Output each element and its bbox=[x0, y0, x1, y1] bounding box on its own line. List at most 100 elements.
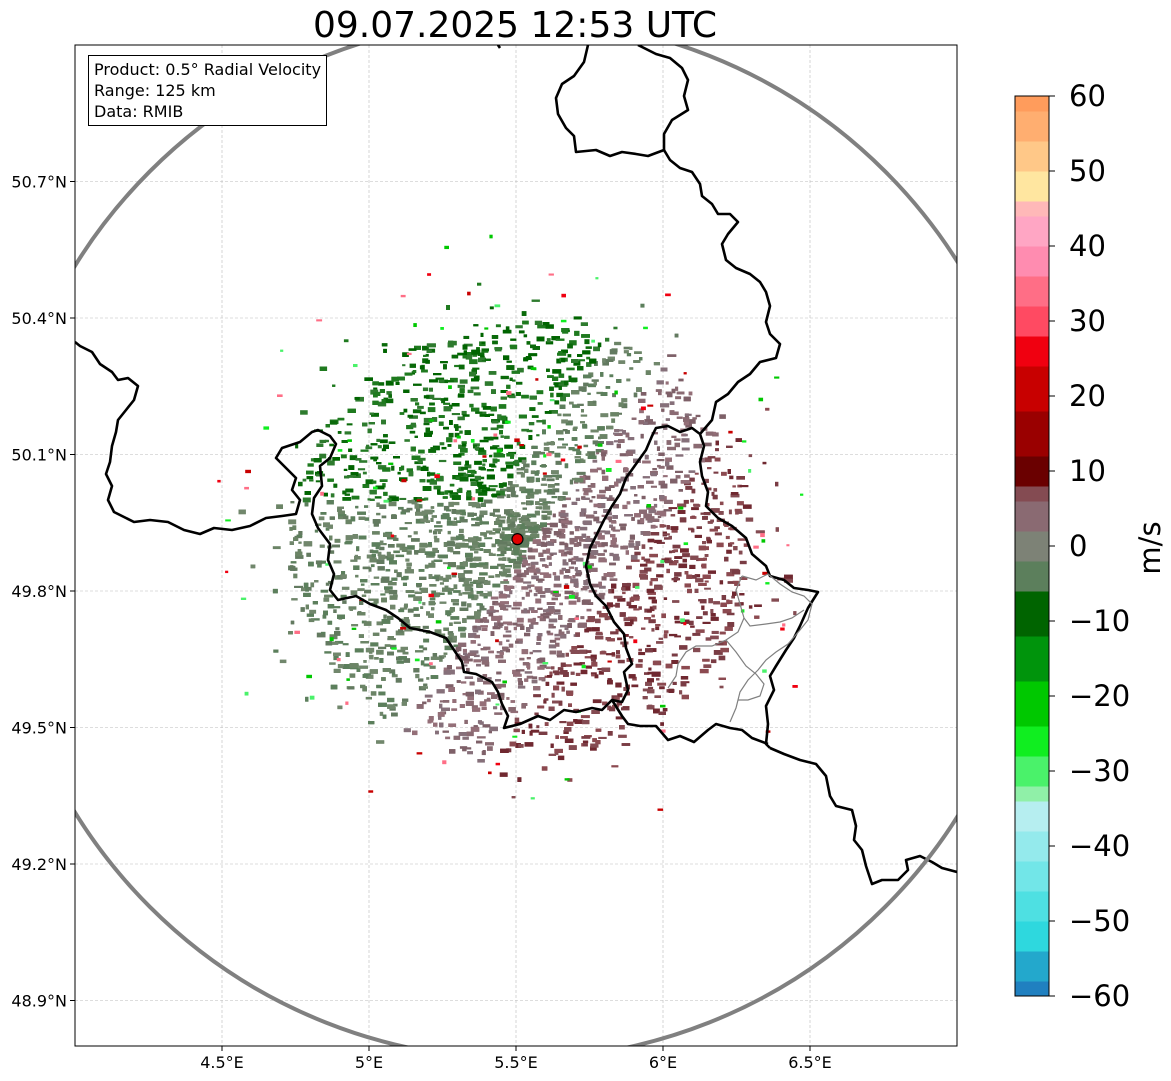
echo-pixel bbox=[509, 590, 513, 595]
echo-pixel bbox=[506, 365, 515, 370]
echo-pixel bbox=[512, 379, 516, 382]
echo-pixel bbox=[458, 393, 465, 397]
echo-pixel bbox=[355, 505, 359, 509]
echo-pixel bbox=[539, 558, 546, 562]
echo-pixel bbox=[439, 703, 443, 709]
echo-pixel bbox=[276, 504, 283, 509]
echo-pixel bbox=[517, 513, 521, 518]
echo-pixel bbox=[498, 523, 503, 528]
echo-pixel bbox=[481, 660, 489, 665]
echo-pixel bbox=[537, 666, 545, 670]
echo-pixel bbox=[479, 449, 485, 452]
echo-pixel bbox=[404, 627, 413, 632]
echo-pixel bbox=[422, 358, 429, 364]
echo-pixel bbox=[528, 566, 534, 571]
echo-pixel bbox=[663, 633, 668, 639]
echo-pixel bbox=[548, 623, 554, 629]
echo-pixel bbox=[452, 521, 458, 526]
echo-pixel bbox=[615, 628, 622, 632]
echo-pixel bbox=[742, 504, 752, 509]
echo-pixel bbox=[739, 485, 749, 488]
echo-pixel bbox=[434, 529, 443, 532]
echo-pixel bbox=[446, 305, 450, 310]
echo-pixel bbox=[488, 485, 498, 488]
echo-pixel bbox=[609, 575, 614, 578]
echo-pixel bbox=[639, 357, 643, 361]
echo-pixel bbox=[410, 422, 416, 427]
echo-pixel bbox=[532, 676, 538, 679]
echo-pixel bbox=[428, 448, 437, 453]
echo-pixel bbox=[505, 648, 510, 653]
echo-pixel bbox=[726, 572, 735, 577]
echo-pixel bbox=[458, 444, 466, 449]
echo-pixel bbox=[566, 721, 574, 726]
echo-pixel bbox=[409, 363, 416, 368]
echo-pixel bbox=[343, 664, 351, 669]
echo-pixel bbox=[528, 607, 535, 611]
echo-pixel bbox=[554, 633, 564, 637]
echo-pixel bbox=[540, 542, 548, 547]
echo-pixel bbox=[369, 498, 375, 501]
echo-pixel bbox=[413, 531, 418, 535]
echo-pixel bbox=[589, 499, 593, 503]
echo-pixel bbox=[560, 736, 568, 739]
echo-pixel bbox=[300, 607, 305, 612]
echo-pixel bbox=[516, 617, 524, 623]
echo-pixel bbox=[647, 538, 655, 543]
echo-pixel bbox=[586, 627, 592, 632]
echo-pixel bbox=[517, 777, 522, 782]
echo-pixel bbox=[736, 510, 743, 514]
echo-pixel bbox=[521, 703, 526, 709]
echo-pixel bbox=[447, 547, 453, 552]
echo-pixel bbox=[653, 503, 658, 508]
echo-pixel bbox=[512, 512, 520, 516]
echo-pixel bbox=[729, 542, 735, 545]
echo-pixel bbox=[450, 536, 459, 541]
echo-pixel bbox=[395, 677, 402, 683]
echo-pixel bbox=[648, 596, 656, 600]
echo-pixel bbox=[531, 460, 537, 466]
echo-pixel bbox=[681, 694, 689, 700]
echo-pixel bbox=[470, 386, 480, 390]
echo-pixel bbox=[724, 626, 733, 631]
echo-pixel bbox=[614, 696, 620, 700]
echo-pixel bbox=[470, 481, 477, 486]
echo-pixel bbox=[651, 614, 655, 618]
echo-pixel bbox=[408, 594, 416, 598]
echo-pixel bbox=[499, 571, 503, 576]
echo-pixel bbox=[728, 509, 732, 515]
echo-pixel bbox=[477, 618, 484, 623]
echo-pixel bbox=[581, 736, 591, 739]
echo-pixel bbox=[595, 636, 604, 640]
echo-pixel bbox=[320, 512, 327, 515]
echo-pixel bbox=[587, 616, 595, 622]
echo-pixel bbox=[468, 633, 477, 638]
echo-pixel bbox=[601, 542, 608, 547]
echo-pixel bbox=[425, 427, 430, 433]
echo-pixel bbox=[475, 521, 482, 525]
echo-pixel bbox=[595, 449, 604, 453]
echo-pixel bbox=[674, 556, 683, 559]
echo-pixel bbox=[342, 490, 347, 495]
echo-pixel bbox=[293, 567, 298, 571]
echo-pixel bbox=[468, 545, 476, 549]
echo-pixel bbox=[531, 415, 539, 418]
echo-pixel bbox=[564, 738, 574, 743]
echo-pixel bbox=[402, 698, 409, 702]
echo-pixel bbox=[403, 658, 411, 663]
echo-pixel bbox=[591, 627, 600, 632]
echo-pixel bbox=[428, 613, 434, 618]
echo-pixel bbox=[473, 324, 479, 327]
echo-pixel bbox=[641, 495, 646, 500]
echo-pixel bbox=[369, 412, 374, 415]
echo-pixel bbox=[500, 571, 507, 577]
echo-pixel bbox=[564, 727, 572, 732]
echo-pixel bbox=[632, 676, 637, 681]
echo-pixel bbox=[440, 514, 450, 520]
echo-pixel bbox=[690, 555, 699, 560]
echo-pixel bbox=[391, 514, 397, 519]
echo-pixel bbox=[647, 671, 652, 675]
echo-pixel bbox=[648, 619, 656, 624]
echo-pixel bbox=[555, 642, 560, 647]
echo-pixel bbox=[543, 615, 550, 619]
